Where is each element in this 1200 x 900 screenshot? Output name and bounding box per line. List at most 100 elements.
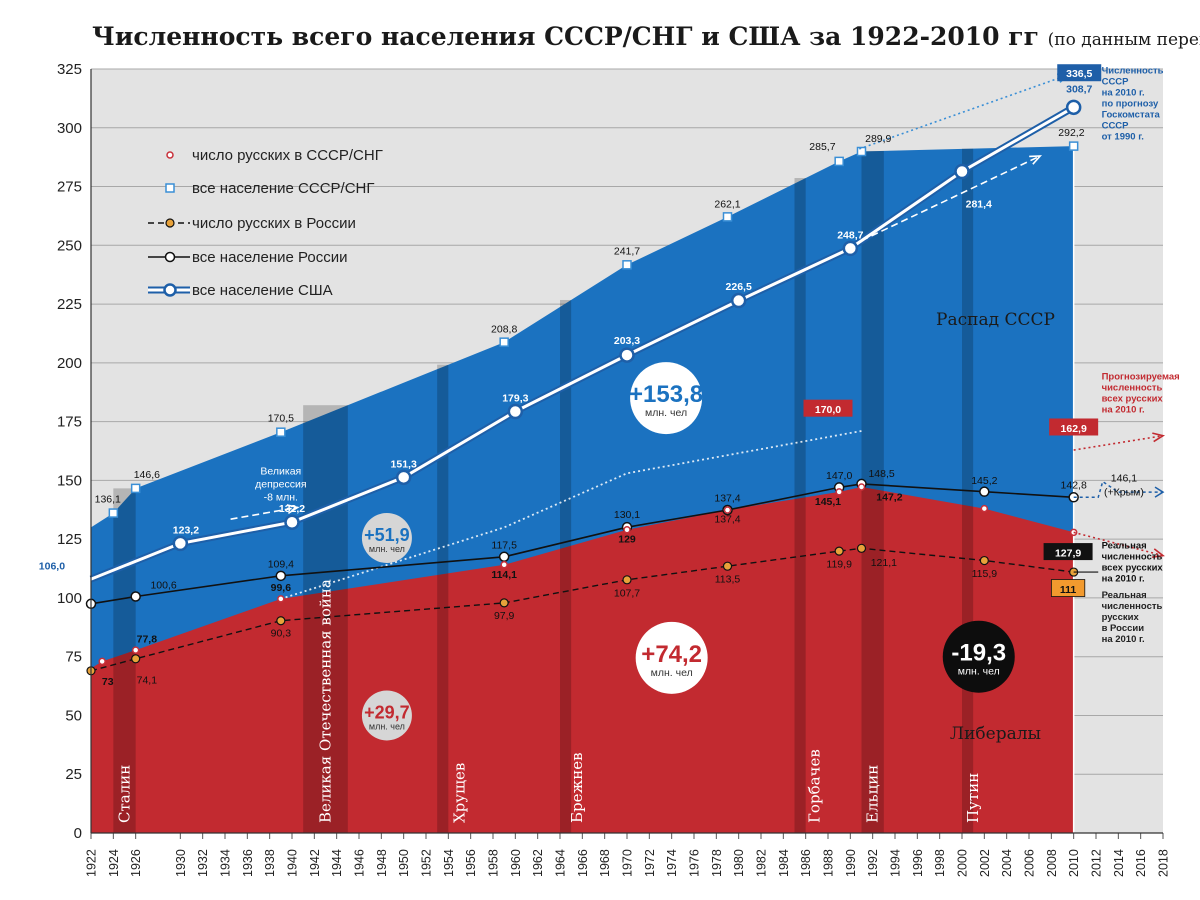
x-tick-label-1934: 1934 — [219, 849, 233, 877]
data-label-26: 148,5 — [868, 468, 894, 480]
point-ussr-total-1 — [108, 508, 119, 518]
point-russians-russia-1 — [131, 654, 141, 664]
point-russians-ussr-1 — [98, 657, 106, 666]
arrow-russians-forecast-head — [1152, 432, 1166, 443]
side-note-1-line-3: на 2010 г. — [1102, 404, 1145, 415]
x-tick-label-2006: 2006 — [1023, 849, 1037, 877]
badge-4 — [942, 620, 1015, 693]
y-tick-label-200: 200 — [57, 355, 82, 372]
leader-band-4 — [794, 178, 806, 833]
point-russia-total-3 — [498, 551, 510, 563]
point-russia-total-8 — [979, 486, 990, 497]
badge-value-1: +51,9 — [364, 525, 410, 545]
x-tick-label-1942: 1942 — [308, 849, 322, 877]
data-label-18: 281,4 — [966, 199, 992, 211]
x-tick-label-2004: 2004 — [1000, 849, 1014, 877]
x-tick-label-2010: 2010 — [1067, 849, 1081, 877]
side-note-3-line-0: Реальная — [1102, 590, 1147, 601]
legend-marker-1 — [165, 183, 175, 193]
x-tick-label-2014: 2014 — [1112, 849, 1126, 877]
legend-marker-0 — [166, 151, 174, 159]
point-ussr-total-5 — [622, 260, 632, 270]
data-label-9: 336,5 — [1066, 68, 1092, 80]
point-ussr-total-2 — [130, 483, 141, 494]
chart-subtitle: (по данным переписей) — [1047, 30, 1200, 50]
point-russians-ussr-9 — [980, 504, 989, 513]
point-ussr-total-8 — [856, 146, 867, 157]
annotation-2: -8 млн. — [264, 491, 298, 503]
side-note-3-line-2: русских — [1102, 612, 1140, 623]
data-label-33: 145,1 — [815, 496, 841, 508]
legend-marker-4 — [163, 283, 177, 297]
data-label-30: 114,1 — [491, 569, 517, 581]
x-tick-label-1962: 1962 — [531, 849, 545, 877]
point-ussr-total-4 — [499, 337, 509, 347]
point-russians-russia-6 — [834, 546, 844, 556]
point-usa-total-6 — [730, 292, 747, 309]
y-tick-label-300: 300 — [57, 120, 82, 137]
x-tick-label-1924: 1924 — [107, 849, 121, 877]
leader-band-3 — [560, 299, 572, 833]
line-crimea — [1073, 480, 1163, 499]
area-russians-ussr — [91, 487, 1074, 833]
y-tick-label-0: 0 — [74, 825, 82, 842]
badge-1 — [361, 512, 412, 563]
data-label-0: 136,1 — [95, 494, 121, 506]
x-tick-label-1984: 1984 — [777, 849, 791, 877]
value-box-label-3: 111 — [1060, 584, 1077, 596]
badge-unit-4: млн. чел — [958, 666, 1000, 678]
data-label-24: 137,4 — [714, 493, 740, 505]
legend-label-3: все население России — [192, 249, 348, 266]
leader-band-0 — [113, 488, 136, 833]
point-usa-total-8 — [954, 163, 970, 180]
badge-3 — [361, 690, 412, 741]
line-russians-forecast — [280, 430, 862, 600]
x-tick-label-1990: 1990 — [844, 849, 858, 877]
point-russians-ussr-6 — [723, 506, 732, 514]
leader-band-2 — [437, 364, 449, 833]
point-usa-total-7 — [842, 240, 859, 257]
side-note-3-line-1: численность — [1102, 601, 1163, 612]
badge-0 — [630, 362, 703, 435]
arrow-russians-forecast — [1073, 434, 1164, 451]
side-note-1-line-0: Прогнозируемая — [1102, 371, 1180, 382]
point-russians-ussr-8 — [857, 483, 866, 491]
value-box-0 — [803, 399, 853, 417]
legend-label-2: число русских в России — [192, 215, 356, 232]
x-tick-label-1952: 1952 — [420, 849, 434, 877]
x-tick-label-2008: 2008 — [1045, 849, 1059, 877]
badge-2 — [635, 621, 708, 694]
data-label-39: 97,9 — [494, 610, 515, 622]
data-label-6: 285,7 — [809, 141, 835, 153]
data-label-21: 109,4 — [268, 558, 294, 570]
data-label-19: 106,0 — [39, 561, 65, 573]
point-russians-ussr-3 — [277, 595, 285, 603]
leader-band-5 — [861, 150, 884, 833]
badge-unit-2: млн. чел — [651, 667, 693, 679]
data-label-25: 147,0 — [826, 470, 852, 482]
x-tick-label-1986: 1986 — [799, 849, 813, 877]
arrow-usa-forecast-head — [1029, 155, 1043, 165]
data-label-40: 107,7 — [614, 588, 640, 600]
legend-label-4: все население США — [192, 282, 333, 299]
line-crimea-head — [1154, 486, 1165, 498]
x-tick-label-1978: 1978 — [710, 849, 724, 877]
badge-unit-3: млн. чел — [369, 721, 405, 731]
side-note-0-line-2: на 2010 г. — [1102, 88, 1145, 99]
leader-label-5: Ельцин — [864, 765, 882, 823]
x-tick-label-1968: 1968 — [598, 849, 612, 877]
value-box-1 — [1049, 418, 1099, 436]
leader-label-6: Путин — [964, 773, 982, 823]
x-tick-label-2018: 2018 — [1157, 849, 1171, 877]
side-note-1-line-1: численность — [1102, 382, 1163, 393]
side-note-3-line-4: на 2010 г. — [1102, 634, 1145, 645]
side-note-2-line-1: численность — [1102, 552, 1163, 563]
point-ussr-total-9 — [1068, 141, 1079, 151]
arrow-depression — [230, 506, 298, 520]
point-usa-total-2 — [284, 514, 300, 530]
arrow-depression-head — [286, 504, 300, 515]
point-usa-total-5 — [619, 347, 635, 363]
x-tick-label-2012: 2012 — [1090, 849, 1104, 877]
point-russians-russia-7 — [856, 543, 867, 553]
x-tick-label-1964: 1964 — [554, 849, 568, 877]
